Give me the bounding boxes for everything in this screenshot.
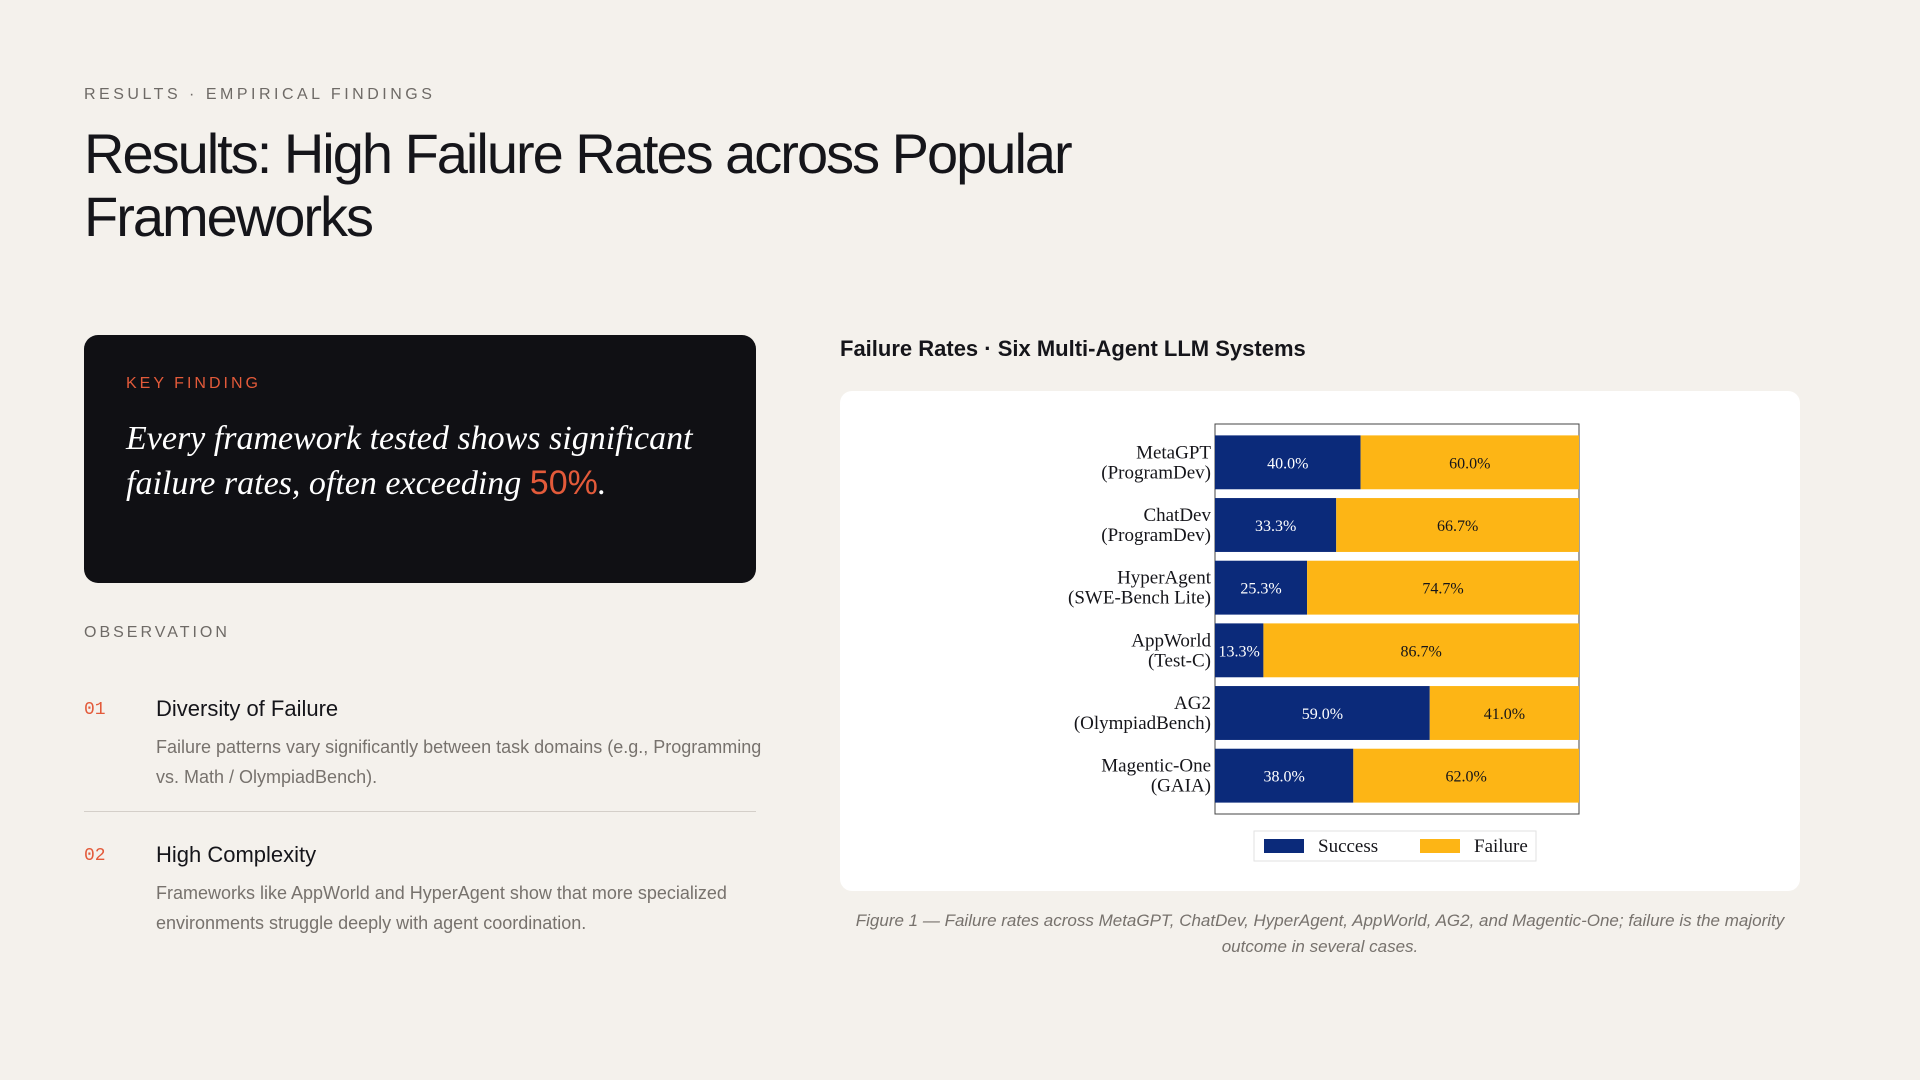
key-finding-suffix: . [597, 465, 607, 502]
bar-success [1215, 623, 1264, 678]
legend-swatch-success [1264, 839, 1304, 853]
key-finding-text: Every framework tested shows significant… [126, 417, 714, 506]
data-label: 74.7% [1422, 581, 1463, 598]
category-sublabel: (OlympiadBench) [1074, 713, 1211, 734]
observation-number: 02 [84, 846, 106, 866]
category-label: HyperAgent [1117, 568, 1212, 589]
bar-failure [1353, 748, 1579, 803]
observation-divider [84, 811, 756, 812]
key-finding-card: KEY FINDING Every framework tested shows… [84, 335, 756, 583]
data-label: 66.7% [1437, 518, 1478, 535]
bar-success [1215, 498, 1337, 552]
bar-success [1215, 435, 1361, 490]
key-finding-highlight: 50% [529, 464, 598, 502]
observation-title: Diversity of Failure [156, 696, 339, 721]
category-sublabel: (SWE-Bench Lite) [1068, 588, 1211, 609]
data-label: 60.0% [1449, 455, 1490, 472]
category-label: AppWorld [1131, 630, 1211, 651]
page-title: Results: High Failure Rates across Popul… [84, 122, 1073, 248]
section-eyebrow: RESULTS · EMPIRICAL FINDINGS [84, 86, 436, 103]
category-sublabel: (ProgramDev) [1101, 462, 1211, 483]
category-label: MetaGPT [1136, 442, 1211, 463]
bar-success [1215, 686, 1430, 740]
bar-success [1215, 748, 1354, 803]
data-label: 33.3% [1255, 518, 1296, 535]
data-label: 62.0% [1445, 769, 1486, 786]
plot-frame [1214, 423, 1580, 815]
category-label: ChatDev [1143, 505, 1211, 526]
bar-failure [1307, 560, 1579, 615]
stacked-bar-chart: 40.0% 60.0%MetaGPT(ProgramDev)33.3% 66.7%C… [1068, 423, 1580, 862]
key-finding-label: KEY FINDING [126, 375, 261, 392]
legend-label-failure: Failure [1474, 836, 1528, 857]
bar-failure [1360, 435, 1579, 490]
category-sublabel: (Test-C) [1148, 650, 1211, 671]
observation-body: Frameworks like AppWorld and HyperAgent … [156, 883, 727, 933]
data-label: 38.0% [1263, 769, 1304, 786]
bar-failure [1429, 686, 1579, 740]
chart-card: 40.0% 60.0% MetaGPT (ProgramDev) 33.3% 66.7% C… [840, 391, 1800, 891]
bar-failure [1336, 498, 1579, 552]
category-label: AG2 [1174, 693, 1211, 714]
legend-swatch-failure [1420, 839, 1460, 853]
data-label: 86.7% [1401, 643, 1442, 660]
data-label: 41.0% [1484, 706, 1525, 723]
category-sublabel: (ProgramDev) [1101, 525, 1211, 546]
category-label: Magentic-One [1101, 756, 1211, 777]
bar-success [1215, 560, 1308, 615]
observation-title: High Complexity [156, 842, 317, 867]
data-label: 59.0% [1302, 706, 1343, 723]
figure-caption: Figure 1 — Failure rates across MetaGPT,… [855, 911, 1785, 956]
observation-label: OBSERVATION [84, 624, 230, 641]
chart-title: Failure Rates · Six Multi-Agent LLM Syst… [840, 336, 1306, 361]
data-label: 40.0% [1267, 455, 1308, 472]
data-label: 25.3% [1240, 581, 1281, 598]
bar-failure [1263, 623, 1579, 678]
observation-body: Failure patterns vary significantly betw… [156, 737, 762, 787]
key-finding-statement: Every framework tested shows significant… [126, 420, 693, 502]
legend-label-success: Success [1318, 836, 1378, 857]
observation-number: 01 [84, 700, 106, 720]
category-sublabel: (GAIA) [1151, 776, 1211, 797]
data-label: 13.3% [1219, 643, 1260, 660]
